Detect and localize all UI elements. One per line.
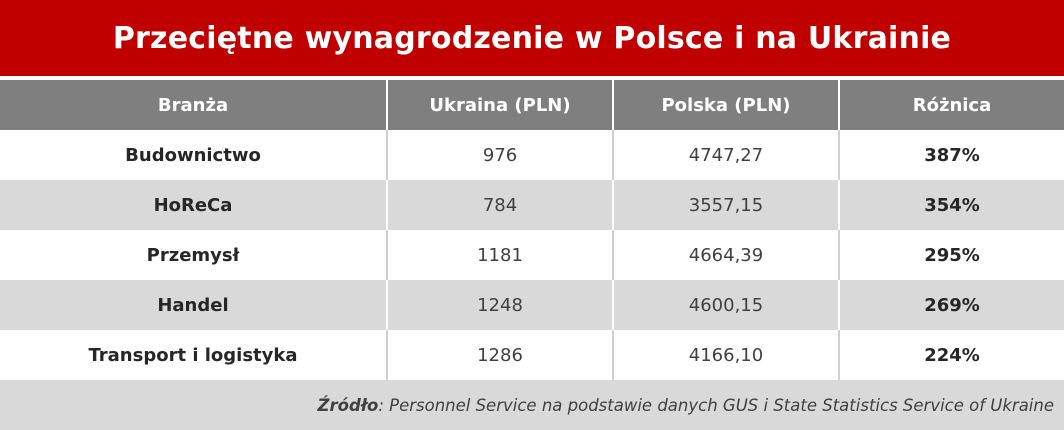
- poland-salary-cell: 4664,39: [614, 230, 840, 280]
- poland-salary-cell: 3557,15: [614, 180, 840, 230]
- table-row: Handel 1248 4600,15 269%: [0, 280, 1064, 330]
- source-note: Źródło: Personnel Service na podstawie d…: [0, 380, 1064, 430]
- poland-salary-cell: 4600,15: [614, 280, 840, 330]
- column-header-polska: Polska (PLN): [614, 80, 840, 130]
- difference-cell: 354%: [924, 194, 980, 216]
- ukraine-salary-cell: 1248: [388, 280, 614, 330]
- table-row: HoReCa 784 3557,15 354%: [0, 180, 1064, 230]
- ukraine-salary-cell: 1181: [388, 230, 614, 280]
- table-row: Przemysł 1181 4664,39 295%: [0, 230, 1064, 280]
- ukraine-salary-cell: 1286: [388, 330, 614, 380]
- industry-cell: HoReCa: [0, 180, 388, 230]
- ukraine-salary-cell: 784: [388, 180, 614, 230]
- page-title: Przeciętne wynagrodzenie w Polsce i na U…: [0, 0, 1064, 76]
- column-header-roznica: Różnica: [912, 94, 992, 116]
- source-text: : Personnel Service na podstawie danych …: [378, 395, 1054, 415]
- difference-cell: 295%: [924, 244, 980, 266]
- industry-cell: Handel: [0, 280, 388, 330]
- difference-cell: 269%: [924, 294, 980, 316]
- poland-salary-cell: 4747,27: [614, 130, 840, 180]
- industry-cell: Transport i logistyka: [0, 330, 388, 380]
- column-header-ukraina: Ukraina (PLN): [388, 80, 614, 130]
- column-header-branza: Branża: [0, 80, 388, 130]
- difference-cell: 224%: [924, 344, 980, 366]
- table-header-row: Branża Ukraina (PLN) Polska (PLN) Różnic…: [0, 80, 1064, 130]
- industry-cell: Budownictwo: [0, 130, 388, 180]
- ukraine-salary-cell: 976: [388, 130, 614, 180]
- difference-cell: 387%: [924, 144, 980, 166]
- industry-cell: Przemysł: [0, 230, 388, 280]
- table-row: Transport i logistyka 1286 4166,10 224%: [0, 330, 1064, 380]
- poland-salary-cell: 4166,10: [614, 330, 840, 380]
- table-row: Budownictwo 976 4747,27 387%: [0, 130, 1064, 180]
- source-label: Źródło: [317, 395, 379, 415]
